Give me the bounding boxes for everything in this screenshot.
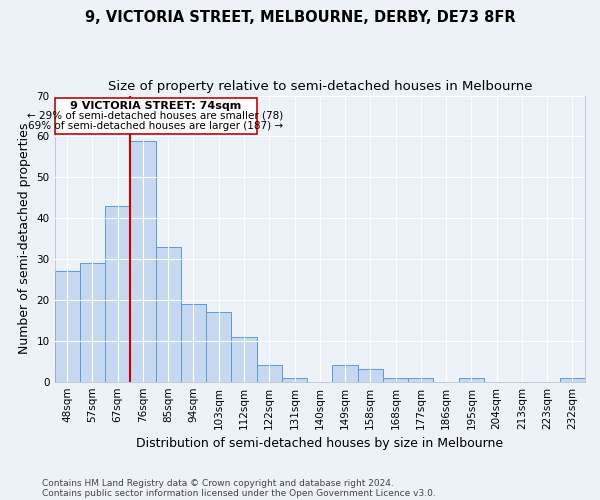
Text: ← 29% of semi-detached houses are smaller (78): ← 29% of semi-detached houses are smalle… [28,110,284,120]
Bar [155,247,181,382]
Text: 69% of semi-detached houses are larger (187) →: 69% of semi-detached houses are larger (… [28,122,283,132]
X-axis label: Distribution of semi-detached houses by size in Melbourne: Distribution of semi-detached houses by … [136,437,503,450]
Bar [181,304,206,382]
Bar [55,272,80,382]
Bar [130,140,155,382]
Bar [383,378,408,382]
Text: Contains HM Land Registry data © Crown copyright and database right 2024.: Contains HM Land Registry data © Crown c… [42,478,394,488]
Bar [80,263,105,382]
Text: 9, VICTORIA STREET, MELBOURNE, DERBY, DE73 8FR: 9, VICTORIA STREET, MELBOURNE, DERBY, DE… [85,10,515,25]
Bar [358,370,383,382]
Bar [459,378,484,382]
Text: 9 VICTORIA STREET: 74sqm: 9 VICTORIA STREET: 74sqm [70,101,241,111]
Bar [232,336,257,382]
Bar [206,312,232,382]
Bar [257,366,282,382]
Title: Size of property relative to semi-detached houses in Melbourne: Size of property relative to semi-detach… [107,80,532,93]
Bar [282,378,307,382]
Text: Contains public sector information licensed under the Open Government Licence v3: Contains public sector information licen… [42,488,436,498]
Bar [105,206,130,382]
Bar [560,378,585,382]
Bar [332,366,358,382]
FancyBboxPatch shape [55,98,257,134]
Bar [408,378,433,382]
Y-axis label: Number of semi-detached properties: Number of semi-detached properties [18,123,31,354]
